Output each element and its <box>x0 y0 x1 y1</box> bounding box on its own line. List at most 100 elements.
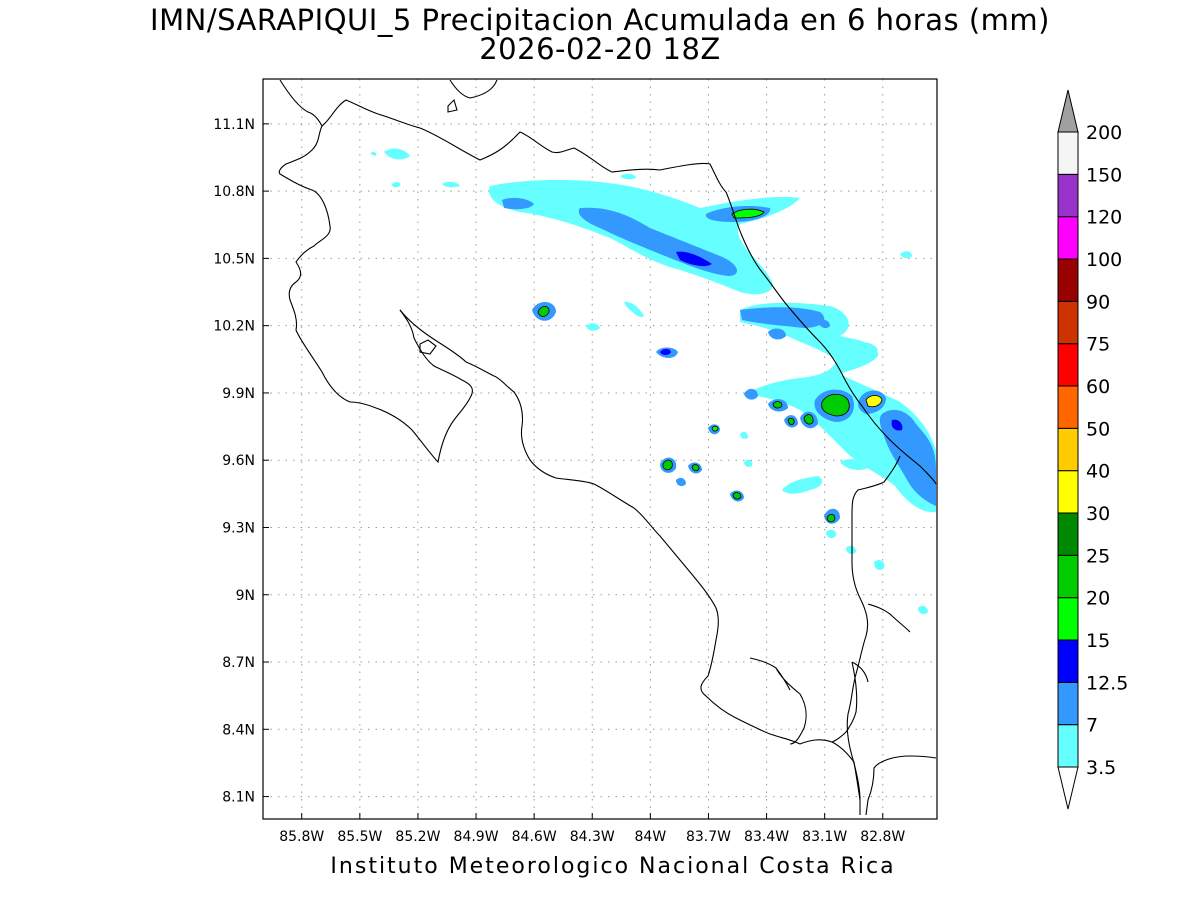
pacific-coast-north <box>278 125 351 403</box>
precip-band-north-spot <box>502 197 534 210</box>
colorbar-label: 60 <box>1086 376 1110 398</box>
precip-cell-ne-band-core <box>731 208 765 219</box>
coastline <box>278 79 937 816</box>
precip-cell <box>840 459 868 470</box>
colorbar-swatch <box>1057 681 1079 726</box>
colorbar-label: 20 <box>1086 588 1110 610</box>
colorbar-label: 12.5 <box>1086 672 1128 694</box>
puntarenas-coast <box>399 309 801 745</box>
precip-cell <box>744 388 758 400</box>
precip-cell <box>874 560 885 570</box>
nicoya-gulf <box>349 309 473 464</box>
precip-cell <box>660 349 671 355</box>
precip-cell <box>744 459 753 467</box>
colorbar-label: 15 <box>1086 630 1110 652</box>
precip-cell <box>787 417 795 426</box>
x-tick-label: 85.5W <box>337 829 382 845</box>
nicaragua-border <box>279 79 727 193</box>
colorbar-label: 50 <box>1086 418 1110 440</box>
precip-cell <box>676 477 686 487</box>
y-tick-label: 10.2N <box>213 319 255 335</box>
y-tick-label: 10.5N <box>213 251 255 267</box>
precip-cell <box>918 605 928 615</box>
precip-cell <box>782 476 823 494</box>
precip-cell <box>711 425 719 432</box>
precip-cell <box>768 328 786 340</box>
x-tick-label: 85.2W <box>395 829 440 845</box>
lake-island <box>447 98 458 113</box>
colorbar-label: 120 <box>1086 207 1122 229</box>
colorbar-swatch <box>1057 173 1079 218</box>
precip-cell <box>662 459 673 471</box>
x-tick-label: 84.3W <box>570 829 615 845</box>
precip-cell <box>826 513 836 523</box>
x-tick-label: 83.1W <box>802 829 847 845</box>
caribbean-coast <box>725 191 937 485</box>
precip-caribbean-cell-b-yellow <box>865 395 883 408</box>
panama-coast-south <box>867 603 911 633</box>
y-tick-label: 9.6N <box>222 453 255 469</box>
colorbar-label: 150 <box>1086 164 1122 186</box>
map-frame <box>262 78 938 820</box>
map-title: IMN/SARAPIQUI_5 Precipitacion Acumulada … <box>150 3 1050 37</box>
osa-peninsula <box>749 657 807 745</box>
x-tick-label: 84.9W <box>454 829 499 845</box>
x-tick-label: 85.8W <box>279 829 324 845</box>
colorbar-swatch <box>1057 385 1079 429</box>
x-tick-label: 84W <box>635 829 667 845</box>
colorbar-label: 3.5 <box>1086 757 1116 779</box>
x-tick-label: 84.6W <box>512 829 557 845</box>
colorbar-top-label: 200 <box>1086 122 1122 144</box>
colorbar: 3.5 7 12.5 15 20 25 30 40 50 60 75 90 100 120 150 200 <box>1057 89 1128 810</box>
precip-cell <box>900 251 912 259</box>
precip-cell <box>392 181 401 188</box>
precip-cell <box>384 148 410 160</box>
precip-caribbean-cell-a-green <box>821 393 850 417</box>
precip-caribbean-mid <box>740 307 825 328</box>
colorbar-swatch <box>1057 300 1079 345</box>
y-tick-label: 9N <box>236 588 255 604</box>
precipitation-field <box>370 148 936 615</box>
y-axis-ticks: 11.1N 10.8N 10.5N 10.2N 9.9N 9.6N 9.3N 9N 8.7N 8.… <box>213 117 269 806</box>
golfo-dulce-inner <box>831 661 869 743</box>
precip-cell <box>537 305 550 317</box>
map-subtitle: 2026-02-20 18Z <box>479 32 721 66</box>
colorbar-label: 7 <box>1086 715 1098 737</box>
precip-caribbean-east-core <box>891 419 903 431</box>
y-tick-label: 9.9N <box>222 386 255 402</box>
colorbar-swatch <box>1057 554 1079 599</box>
x-tick-label: 83.7W <box>686 829 731 845</box>
colorbar-label: 40 <box>1086 461 1110 483</box>
y-tick-label: 8.1N <box>222 790 255 806</box>
precip-cell <box>732 492 742 500</box>
colorbar-swatch <box>1057 216 1079 260</box>
precip-cell <box>792 380 804 389</box>
precip-cell <box>442 181 460 188</box>
precip-cell <box>370 151 377 156</box>
x-tick-label: 82.8W <box>860 829 905 845</box>
colorbar-swatch <box>1057 639 1079 683</box>
colorbar-bottom-arrow <box>1057 766 1079 810</box>
precip-cell <box>826 529 837 539</box>
colorbar-swatch <box>1057 258 1079 302</box>
precip-band-north-core <box>676 251 712 267</box>
precip-cell <box>620 173 636 180</box>
colorbar-swatch <box>1057 343 1079 387</box>
colorbar-swatch <box>1057 597 1079 641</box>
panama-border <box>846 455 901 801</box>
colorbar-swatch <box>1057 470 1079 514</box>
colorbar-swatch <box>1057 427 1079 472</box>
colorbar-swatch <box>1057 724 1079 768</box>
colorbar-swatch <box>1057 131 1079 175</box>
precip-cell <box>856 342 878 354</box>
x-tick-label: 83.4W <box>744 829 789 845</box>
y-tick-label: 11.1N <box>213 117 255 133</box>
nicaragua-coast-north <box>449 79 498 99</box>
colorbar-label: 25 <box>1086 545 1110 567</box>
precip-cell <box>803 414 814 425</box>
golfo-dulce <box>799 739 937 816</box>
colorbar-label: 100 <box>1086 249 1122 271</box>
y-tick-label: 9.3N <box>222 520 255 536</box>
colorbar-label: 30 <box>1086 503 1110 525</box>
y-tick-label: 10.8N <box>213 184 255 200</box>
